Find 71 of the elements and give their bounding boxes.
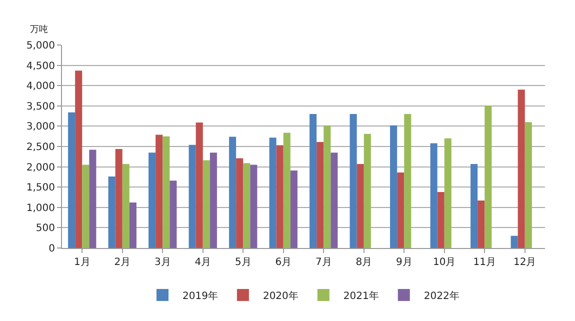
bar: [518, 90, 525, 248]
text: 万吨: [30, 24, 48, 35]
y-tick-label: 5,000: [26, 40, 55, 52]
x-tick-label: 4月: [194, 257, 212, 268]
legend-label: 2020年: [262, 290, 298, 302]
x-tick-label: 2月: [114, 257, 131, 268]
bar: [236, 158, 244, 248]
y-tick-label: 0: [48, 244, 55, 254]
bar: [390, 125, 398, 248]
bar: [437, 192, 444, 248]
bar: [75, 70, 82, 248]
bar: [283, 132, 290, 248]
x-tick-label: 10月: [433, 257, 456, 268]
bar: [108, 176, 116, 248]
bar: [188, 144, 196, 248]
x-tick-label: 9月: [396, 257, 412, 268]
bar: [202, 160, 210, 248]
bar: [290, 170, 298, 248]
bar: [68, 112, 76, 248]
x-tick-label: 12月: [514, 257, 536, 268]
bar: [478, 200, 485, 248]
x-tick-label: 5月: [234, 257, 252, 268]
y-tick-label: 2,500: [26, 142, 55, 153]
y-tick-label: 3,500: [26, 101, 55, 112]
bar: [524, 122, 532, 248]
bar: [404, 114, 412, 248]
legend-label: 2019年: [182, 290, 218, 302]
bar: [310, 114, 317, 248]
bar: [129, 202, 136, 248]
bar: [364, 134, 371, 248]
bar: [350, 114, 357, 248]
legend-label: 2022年: [424, 290, 460, 302]
y-tick-label: 1,000: [26, 202, 55, 214]
bar: [170, 180, 177, 248]
x-tick-label: 7月: [315, 257, 332, 268]
x-tick-label: 11月: [473, 257, 496, 268]
bar: [324, 125, 331, 248]
x-tick-label: 1月: [74, 257, 90, 268]
legend-label: 2021年: [343, 290, 379, 302]
bar: [196, 122, 203, 248]
bar: [89, 150, 96, 248]
bar: [250, 164, 258, 248]
bar: [82, 164, 90, 248]
y-tick-label: 500: [36, 223, 55, 234]
x-tick-label: 3月: [154, 257, 171, 268]
x-tick-label: 8月: [356, 257, 372, 268]
bar: [162, 136, 170, 248]
bar: [276, 145, 284, 248]
bar: [316, 142, 324, 248]
y-tick-label: 3,000: [26, 122, 55, 133]
y-tick-label: 1,500: [26, 182, 55, 194]
bar: [115, 148, 122, 248]
bar: [156, 134, 163, 248]
bar: [122, 164, 130, 248]
bar: [243, 163, 250, 248]
bar: [148, 152, 156, 248]
bar: [210, 152, 217, 248]
bar: [470, 164, 478, 248]
bar: [397, 172, 404, 248]
bar: [430, 143, 438, 248]
y-tick-label: 4,000: [26, 81, 55, 92]
y-tick-label: 4,500: [26, 60, 55, 72]
bar: [444, 138, 452, 248]
bar: [484, 105, 492, 248]
x-tick-label: 6月: [275, 257, 292, 268]
bar: [510, 236, 518, 248]
bar: [330, 152, 338, 248]
bar: [356, 164, 364, 248]
bar: [269, 138, 276, 248]
bar: [229, 136, 236, 248]
y-tick-label: 2,000: [26, 162, 55, 174]
